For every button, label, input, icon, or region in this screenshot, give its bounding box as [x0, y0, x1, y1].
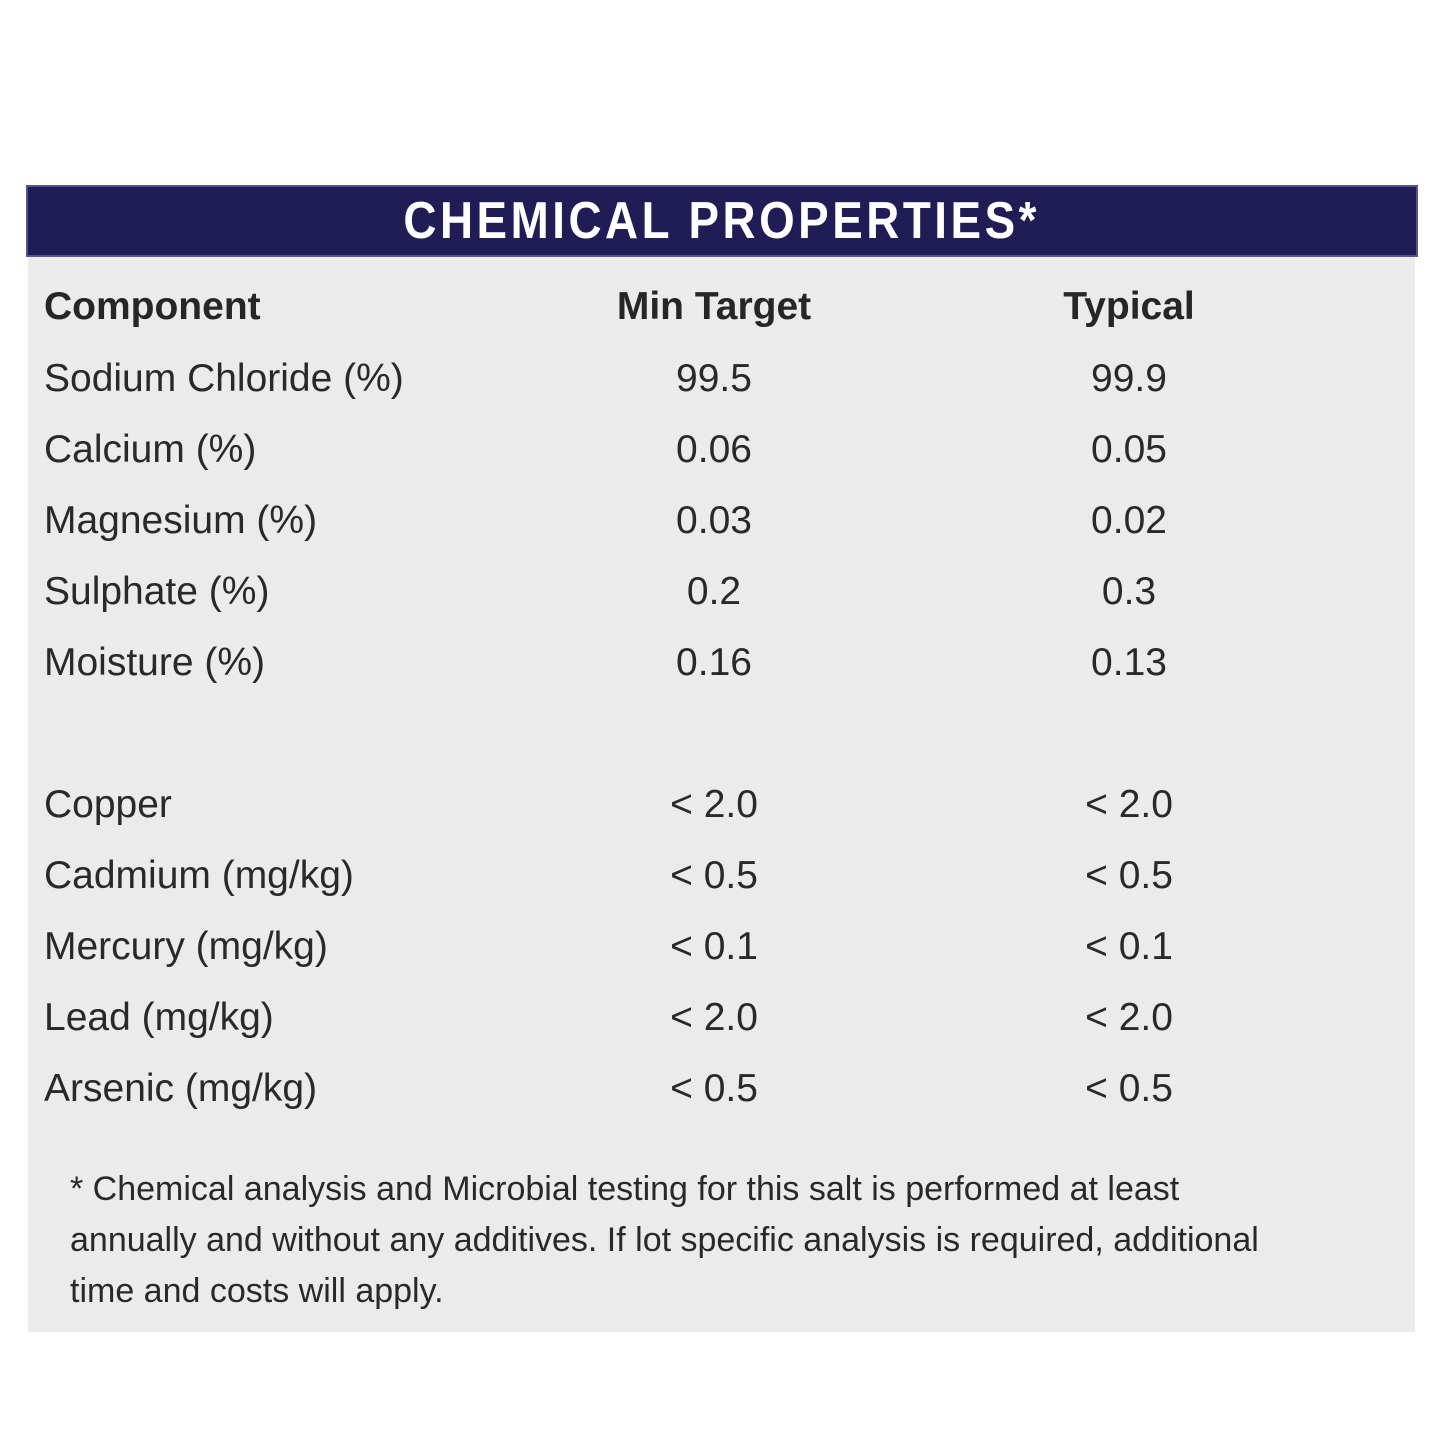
row-component-name: Calcium (%) — [44, 427, 257, 471]
row-component-name: Sodium Chloride (%) — [44, 356, 404, 400]
chemical-properties-panel: Component Min Target Typical Sodium Chlo… — [28, 257, 1415, 1332]
row-min-target-value: < 0.5 — [670, 853, 758, 897]
footnote-line-3: time and costs will apply. — [70, 1272, 444, 1310]
page-title: CHEMICAL PROPERTIES* — [403, 192, 1041, 250]
row-min-target-value: < 2.0 — [670, 782, 758, 826]
column-header-component: Component — [44, 285, 261, 328]
footnote: * Chemical analysis and Microbial testin… — [70, 1164, 1400, 1317]
row-min-target-value: 0.06 — [676, 427, 752, 471]
row-min-target-value: < 0.1 — [670, 924, 758, 968]
row-min-target-value: 0.03 — [676, 498, 752, 542]
chemical-properties-table: Component Min Target Typical Sodium Chlo… — [44, 271, 1415, 1124]
row-component-name: Mercury (mg/kg) — [44, 924, 328, 968]
row-typical-value: 0.13 — [1091, 640, 1167, 684]
row-typical-value: 0.05 — [1091, 427, 1167, 471]
row-typical-value: < 2.0 — [1085, 782, 1173, 826]
row-typical-value: 99.9 — [1091, 356, 1167, 400]
row-component-name: Lead (mg/kg) — [44, 995, 274, 1039]
row-typical-value: < 2.0 — [1085, 995, 1173, 1039]
row-component-name: Cadmium (mg/kg) — [44, 853, 354, 897]
row-min-target-value: < 0.5 — [670, 1066, 758, 1110]
column-header-typical: Typical — [1063, 285, 1195, 328]
row-component-name: Magnesium (%) — [44, 498, 318, 542]
row-typical-value: < 0.1 — [1085, 924, 1173, 968]
row-min-target-value: 99.5 — [676, 356, 752, 400]
column-header-filler — [1294, 271, 1415, 343]
row-component-name: Moisture (%) — [44, 640, 266, 684]
row-min-target-value: 0.16 — [676, 640, 752, 684]
row-component-name: Sulphate (%) — [44, 569, 270, 613]
row-typical-value: 0.3 — [1101, 569, 1157, 613]
column-header-min-target: Min Target — [616, 285, 812, 328]
section-header-band: CHEMICAL PROPERTIES* — [26, 185, 1418, 257]
row-component-name: Arsenic (mg/kg) — [44, 1066, 318, 1110]
row-min-target-value: 0.2 — [686, 569, 742, 613]
group-separator — [44, 698, 1415, 769]
footnote-line-1: * Chemical analysis and Microbial testin… — [70, 1170, 1180, 1208]
row-typical-value: < 0.5 — [1085, 853, 1173, 897]
row-min-target-value: < 2.0 — [670, 995, 758, 1039]
footnote-line-2: annually and without any additives. If l… — [70, 1221, 1259, 1259]
row-component-name: Copper — [44, 782, 172, 826]
row-typical-value: < 0.5 — [1085, 1066, 1173, 1110]
row-typical-value: 0.02 — [1091, 498, 1167, 542]
